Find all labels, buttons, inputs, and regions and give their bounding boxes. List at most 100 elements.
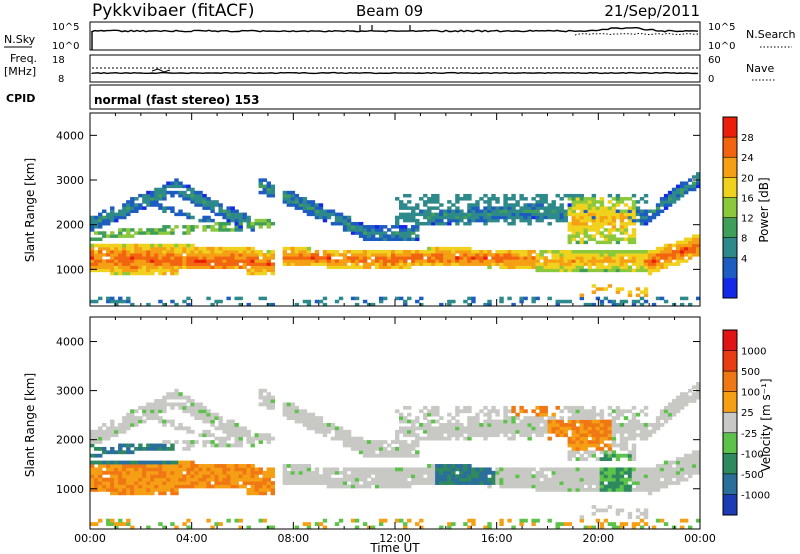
heatmap-cell (607, 249, 613, 254)
heatmap-cell (611, 268, 617, 273)
heatmap-cell (511, 302, 516, 307)
heatmap-cell (619, 423, 625, 427)
heatmap-cell (306, 246, 312, 251)
heatmap-cell (250, 477, 255, 482)
heatmap-cell (491, 423, 496, 427)
heatmap-cell (563, 209, 568, 214)
heatmap-cell (174, 243, 179, 248)
heatmap-cell (246, 474, 251, 479)
heatmap-cell (322, 249, 328, 254)
heatmap-cell (411, 215, 416, 220)
heatmap-cell (190, 262, 195, 266)
heatmap-cell (162, 225, 167, 229)
heatmap-cell (270, 487, 275, 492)
heatmap-cell (118, 450, 123, 455)
heatmap-cell (411, 206, 416, 210)
heatmap-cell (403, 416, 408, 420)
heatmap-cell (126, 419, 131, 424)
heatmap-cell (222, 253, 227, 257)
heatmap-cell (266, 467, 271, 472)
heatmap-cell (214, 221, 219, 226)
heatmap-cell (675, 246, 681, 251)
heatmap-cell (366, 262, 372, 266)
heatmap-cell (206, 412, 211, 417)
heatmap-cell (94, 256, 99, 260)
heatmap-cell (294, 464, 300, 468)
heatmap-cell (439, 215, 444, 220)
heatmap-cell (419, 259, 424, 263)
heatmap-cell (282, 197, 288, 201)
heatmap-cell (567, 237, 572, 242)
heatmap-cell (110, 262, 115, 266)
heatmap-cell (507, 518, 512, 523)
heatmap-cell (519, 215, 524, 220)
heatmap-cell (342, 228, 348, 232)
heatmap-cell (591, 212, 597, 217)
heatmap-cell (671, 474, 677, 479)
heatmap-cell (242, 481, 247, 485)
heatmap-cell (507, 265, 512, 270)
heatmap-cell (519, 423, 524, 427)
heatmap-cell (122, 228, 127, 232)
heatmap-cell (395, 446, 400, 451)
heatmap-cell (214, 522, 219, 526)
heatmap-cell (282, 246, 288, 251)
heatmap-cell (623, 299, 629, 304)
heatmap-cell (154, 409, 159, 414)
heatmap-cell (162, 470, 167, 475)
heatmap-cell (427, 262, 432, 266)
heatmap-cell (106, 246, 111, 251)
heatmap-cell (467, 197, 472, 201)
heatmap-cell (395, 429, 400, 434)
heatmap-cell (126, 522, 131, 526)
heatmap-cell (94, 262, 99, 266)
heatmap-cell (390, 470, 396, 475)
heatmap-cell (659, 470, 665, 475)
heatmap-cell (142, 268, 147, 273)
heatmap-cell (479, 429, 484, 434)
heatmap-cell (254, 477, 259, 482)
heatmap-cell (102, 481, 107, 485)
heatmap-cell (471, 470, 476, 475)
heatmap-cell (294, 253, 300, 257)
heatmap-cell (90, 453, 95, 458)
heatmap-cell (595, 481, 601, 485)
heatmap-cell (106, 234, 111, 238)
heatmap-cell (395, 259, 400, 263)
heatmap-cell (142, 481, 147, 485)
heatmap-cell (210, 443, 215, 448)
heatmap-cell (230, 265, 235, 270)
heatmap-cell (254, 268, 259, 273)
heatmap-cell (415, 433, 420, 438)
heatmap-cell (527, 265, 532, 270)
heatmap-cell (587, 412, 593, 417)
heatmap-cell (150, 231, 155, 235)
heatmap-cell (547, 426, 552, 431)
heatmap-cell (362, 253, 368, 257)
heatmap-cell (110, 460, 115, 465)
heatmap-cell (134, 467, 139, 472)
heatmap-cell (202, 416, 207, 420)
heatmap-cell (250, 268, 255, 273)
heatmap-cell (182, 212, 187, 217)
heatmap-cell (547, 203, 552, 207)
heatmap-cell (511, 474, 516, 479)
heatmap-cell (459, 259, 464, 263)
heatmap-cell (118, 429, 123, 434)
heatmap-cell (126, 446, 131, 451)
heatmap-cell (407, 453, 412, 458)
heatmap-cell (206, 433, 211, 438)
heatmap-cell (210, 259, 215, 263)
heatmap-cell (270, 474, 275, 479)
heatmap-cell (427, 477, 432, 482)
heatmap-cell (643, 470, 649, 475)
heatmap-cell (386, 450, 392, 455)
heatmap-cell (214, 212, 219, 217)
heatmap-cell (362, 470, 368, 475)
heatmap-cell (158, 262, 163, 266)
heatmap-cell (322, 256, 328, 260)
heatmap-cell (399, 412, 404, 417)
heatmap-cell (411, 419, 416, 424)
heatmap-cell (250, 271, 255, 276)
heatmap-cell (126, 209, 131, 214)
